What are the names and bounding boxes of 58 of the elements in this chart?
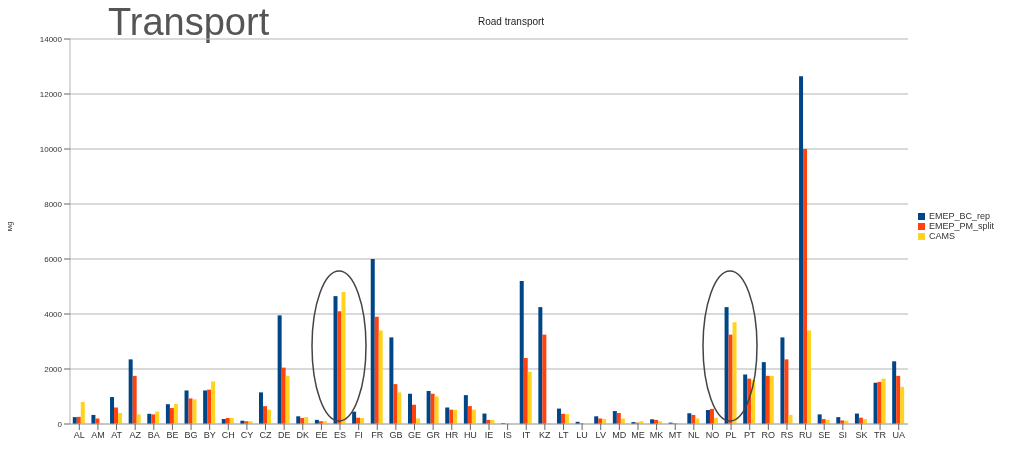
y-tick-label: 6000	[44, 254, 63, 264]
legend-label: EMEP_BC_rep	[929, 211, 991, 221]
y-tick-label: 8000	[44, 199, 63, 209]
x-tick-label: FR	[371, 430, 384, 441]
x-tick-label: RO	[761, 430, 776, 441]
x-tick-label: RS	[780, 430, 794, 441]
x-tick-label: PL	[725, 430, 737, 441]
x-tick-label: MK	[649, 430, 664, 441]
x-tick-label: TR	[874, 430, 887, 441]
x-tick-label: AZ	[129, 430, 142, 441]
y-tick-label: 14000	[39, 34, 63, 44]
chart-subtitle: Road transport	[478, 16, 545, 27]
x-tick-label: IS	[503, 430, 512, 441]
x-tick-label: CY	[240, 430, 254, 441]
x-tick-label: LT	[558, 430, 569, 441]
x-tick-label: RU	[799, 430, 813, 441]
x-tick-label: SK	[855, 430, 868, 441]
x-tick-label: DK	[296, 430, 310, 441]
y-tick-label: 12000	[39, 89, 63, 99]
x-tick-label: HR	[445, 430, 459, 441]
chart-title: Transport	[108, 1, 270, 43]
x-tick-label: FI	[354, 430, 363, 441]
x-tick-label: BE	[166, 430, 179, 441]
x-tick-label: MT	[668, 430, 683, 441]
x-tick-label: BA	[147, 430, 160, 441]
x-tick-label: KZ	[539, 430, 552, 441]
x-tick-label: IT	[522, 430, 531, 441]
x-tick-label: CZ	[259, 430, 273, 441]
x-tick-label: BY	[203, 430, 216, 441]
x-tick-label: AL	[73, 430, 85, 441]
x-tick-label: LU	[576, 430, 588, 441]
x-tick-label: AT	[111, 430, 123, 441]
x-tick-label: GB	[389, 430, 403, 441]
x-tick-label: ES	[334, 430, 347, 441]
x-tick-label: GR	[426, 430, 441, 441]
x-tick-label: PT	[743, 430, 756, 441]
x-tick-label: ME	[631, 430, 645, 441]
x-tick-label: MD	[612, 430, 627, 441]
legend-label: EMEP_PM_split	[929, 221, 995, 231]
x-tick-label: UA	[892, 430, 905, 441]
x-tick-label: LV	[595, 430, 606, 441]
x-tick-label: CH	[221, 430, 235, 441]
x-tick-label: SI	[838, 430, 848, 441]
x-tick-label: DE	[277, 430, 291, 441]
x-tick-label: NO	[705, 430, 720, 441]
x-tick-label: SE	[818, 430, 831, 441]
x-tick-label: GE	[408, 430, 422, 441]
x-tick-label: HU	[463, 430, 477, 441]
y-tick-label: 10000	[39, 144, 63, 154]
x-tick-label: NL	[688, 430, 700, 441]
y-tick-label: 2000	[44, 364, 63, 374]
x-tick-label: IE	[484, 430, 494, 441]
x-tick-label: BG	[184, 430, 198, 441]
y-tick-label: 4000	[44, 309, 63, 319]
legend-label: CAMS	[929, 231, 956, 241]
x-tick-label: AM	[91, 430, 105, 441]
x-tick-label: EE	[315, 430, 328, 441]
y-tick-label: 0	[57, 419, 63, 429]
